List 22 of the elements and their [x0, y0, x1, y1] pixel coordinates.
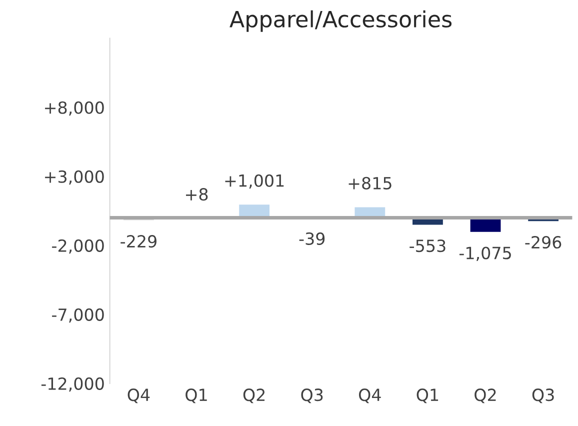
data-label: +1,001	[225, 174, 284, 189]
x-tick-label: Q1	[186, 388, 207, 404]
x-tick-label: Q2	[474, 388, 496, 404]
data-label: -553	[410, 240, 446, 252]
x-tick-label: Q2	[243, 388, 265, 404]
x-tick-label: Q3	[301, 388, 323, 404]
x-tick-label: Q3	[532, 388, 554, 404]
x-tick-label: Q4	[358, 388, 381, 404]
y-tick-label: +3,000	[45, 170, 104, 185]
y-tick-label: -7,000	[52, 308, 104, 323]
y-tick-label: +8,000	[45, 101, 104, 116]
data-label: -1,075	[459, 246, 511, 262]
data-label: -296	[525, 236, 562, 249]
y-tick-label: -12,000	[41, 377, 104, 392]
x-tick-label: Q1	[416, 388, 438, 404]
data-label: -39	[299, 232, 325, 246]
chart-title: Apparel/Accessories	[230, 10, 452, 32]
y-tick-label: -2,000	[52, 239, 104, 254]
data-label: +8	[186, 188, 208, 201]
data-label: -229	[120, 235, 156, 248]
data-label: +815	[348, 176, 392, 190]
x-tick-label: Q4	[128, 388, 150, 404]
